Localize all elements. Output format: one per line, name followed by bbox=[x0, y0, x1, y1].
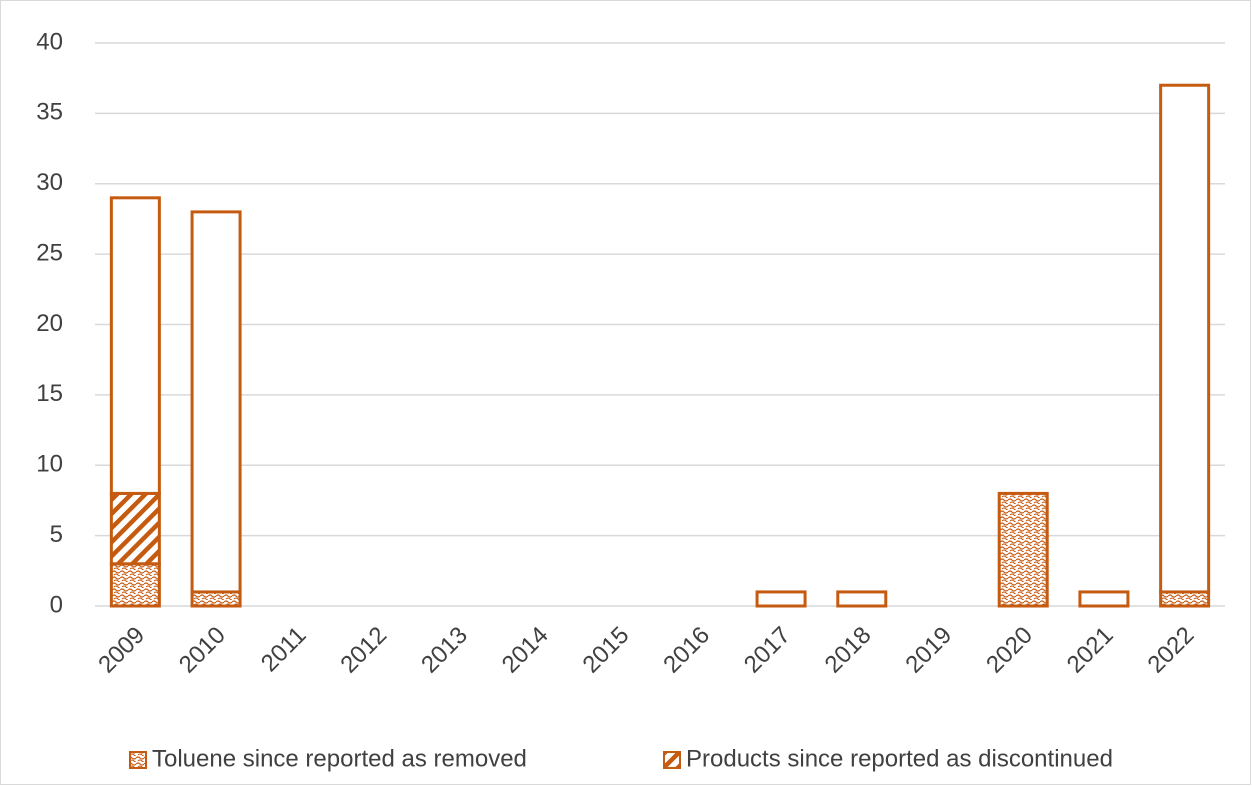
bar-segment bbox=[997, 491, 1049, 608]
legend-swatch bbox=[663, 751, 681, 769]
y-tick-label: 25 bbox=[36, 239, 63, 266]
bar-segment bbox=[190, 210, 242, 594]
bar-segment bbox=[109, 491, 161, 566]
bar-segment bbox=[109, 562, 161, 608]
y-tick-label: 20 bbox=[36, 310, 63, 337]
y-tick-label: 0 bbox=[50, 591, 63, 618]
bar-segment bbox=[1078, 590, 1130, 608]
legend-label: Products since reported as discontinued bbox=[686, 745, 1113, 772]
y-tick-label: 15 bbox=[36, 380, 63, 407]
bar-segment bbox=[190, 590, 242, 608]
y-tick-label: 30 bbox=[36, 169, 63, 196]
y-tick-label: 5 bbox=[50, 521, 63, 548]
legend-swatch bbox=[129, 751, 147, 769]
y-tick-label: 40 bbox=[36, 28, 63, 55]
y-tick-label: 10 bbox=[36, 451, 63, 478]
legend-label: Toluene since reported as removed bbox=[152, 745, 527, 772]
bar-segment bbox=[755, 590, 807, 608]
y-tick-label: 35 bbox=[36, 99, 63, 126]
bar-segment bbox=[109, 196, 161, 495]
bar-segment bbox=[1159, 83, 1211, 594]
bar-segment bbox=[1159, 590, 1211, 608]
bar-segment bbox=[836, 590, 888, 608]
